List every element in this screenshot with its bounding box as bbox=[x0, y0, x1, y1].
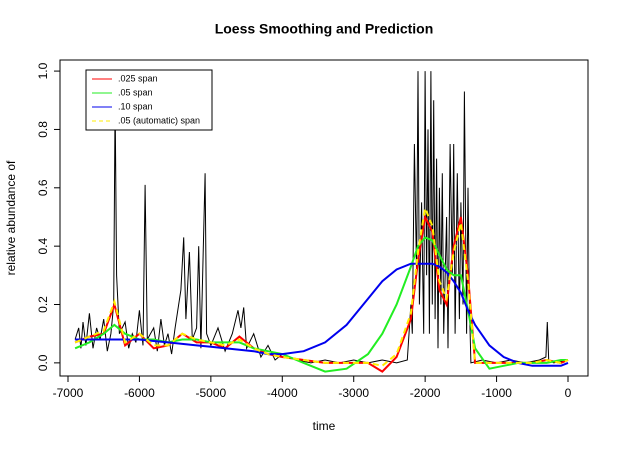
x-tick-label: -3000 bbox=[338, 386, 369, 400]
y-axis-label: relative abundance of bbox=[4, 160, 18, 275]
y-tick-label: 0.4 bbox=[36, 237, 50, 254]
x-tick-label: 0 bbox=[565, 386, 572, 400]
x-tick-label: -4000 bbox=[267, 386, 298, 400]
y-tick-label: 0.8 bbox=[36, 121, 50, 138]
y-tick-label: 0.6 bbox=[36, 179, 50, 196]
x-tick-label: -7000 bbox=[53, 386, 84, 400]
x-tick-label: -5000 bbox=[196, 386, 227, 400]
legend-label: .05 span bbox=[118, 87, 153, 97]
legend-label: .05 (automatic) span bbox=[118, 115, 200, 125]
plot-frame bbox=[59, 59, 589, 377]
chart-title: Loess Smoothing and Prediction bbox=[215, 21, 434, 37]
series-line bbox=[74, 71, 569, 364]
series-line bbox=[74, 204, 569, 367]
x-tick-label: -1000 bbox=[481, 386, 512, 400]
y-tick-label: 1.0 bbox=[36, 62, 50, 79]
legend-box bbox=[85, 69, 213, 131]
series-line bbox=[75, 262, 569, 367]
x-tick-label: -6000 bbox=[124, 386, 155, 400]
y-tick-label: 0.0 bbox=[36, 354, 50, 371]
x-axis-label: time bbox=[313, 419, 336, 433]
y-tick-label: 0.2 bbox=[36, 296, 50, 313]
legend-label: .10 span bbox=[118, 101, 153, 111]
legend-label: .025 span bbox=[118, 73, 158, 83]
x-tick-label: -2000 bbox=[410, 386, 441, 400]
